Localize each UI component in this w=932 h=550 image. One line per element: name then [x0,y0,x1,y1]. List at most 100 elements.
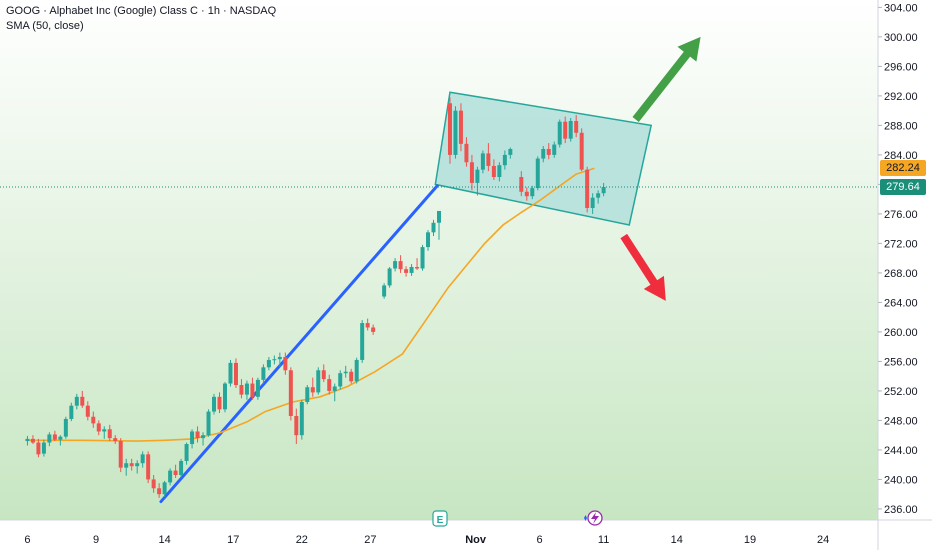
candle-body [579,132,584,170]
candle [365,318,370,331]
earnings-label: E [437,515,444,526]
candle [557,119,562,148]
candle [294,408,299,445]
candle [502,150,507,170]
candle-body [557,121,562,145]
candle-body [201,435,206,439]
x-tick-label: 11 [598,534,609,546]
candle-body [426,232,431,248]
candle-body [563,121,568,139]
y-tick-label: 268.00 [884,268,918,280]
candle-body [420,247,425,269]
candle [151,475,156,493]
candle [585,166,590,213]
candle-body [371,327,376,332]
candle [349,368,354,384]
candle-body [113,438,118,442]
candle [552,141,557,158]
candle-body [118,441,123,468]
y-tick-label: 284.00 [884,150,918,162]
candle [91,411,96,428]
candle-body [299,401,304,436]
candle [277,352,282,368]
candle-body [261,367,266,380]
up-arrow [632,36,701,122]
candle [574,115,579,138]
candle [398,255,403,273]
candle-body [85,405,90,417]
candle-body [173,470,178,476]
candle [491,159,496,180]
candle-body [535,158,540,189]
candle [80,390,85,408]
y-tick-label: 264.00 [884,297,918,309]
candle [190,429,195,449]
candle-body [233,362,238,386]
symbol-title[interactable]: GOOG · Alphabet Inc (Google) Class C · 1… [6,5,277,17]
x-tick-label: 9 [93,534,99,546]
candle [590,193,595,214]
candle [69,402,74,422]
candle [36,438,41,458]
candle [299,399,304,440]
y-tick-label: 272.00 [884,238,918,250]
candle [135,460,140,474]
dividend-lightning-icon [584,510,603,526]
x-tick-label: 19 [744,534,756,546]
candle-body [387,268,392,286]
candle [310,377,315,397]
candle [102,426,107,439]
candle-body [497,165,502,178]
candle-body [360,323,365,360]
candle-body [91,416,96,424]
candle-body [305,387,310,402]
candle [475,166,480,196]
candle [321,364,326,383]
candle-body [41,442,46,454]
candle [239,379,244,399]
candle [206,409,211,437]
candle [173,464,178,478]
candle-body [585,169,590,208]
y-tick-label: 304.00 [884,2,918,14]
candle [563,116,568,144]
candle [233,358,238,388]
candle-body [365,323,370,328]
candle [201,432,206,446]
candle-body [464,143,469,163]
candle-body [74,396,79,406]
candle-body [393,261,398,269]
sma-price-tag: 282.24 [880,159,926,176]
candle-body [228,362,233,384]
candle [480,150,485,174]
candle [546,143,551,160]
candle-body [524,191,529,197]
candle [354,357,359,384]
indicator-legend[interactable]: SMA (50, close) [6,20,84,32]
candle [327,374,332,395]
candle [58,435,63,446]
candle [469,154,474,191]
candle-body [222,383,227,410]
candle [404,266,409,277]
candle [41,439,46,457]
candle-body [162,482,167,495]
candle [535,156,540,191]
candle [387,267,392,288]
candle-body [129,463,134,467]
candle-body [574,120,579,133]
candle [596,190,601,204]
candle-body [63,418,68,437]
candle [338,370,343,390]
earnings-marker: E [432,510,448,527]
candle-body [453,110,458,155]
candle-body [382,285,387,297]
candle [447,97,452,164]
candle [107,424,112,442]
candle [30,435,35,445]
candle [288,367,293,421]
x-tick-label: 17 [227,534,239,546]
candle [458,103,463,152]
candle-body [294,416,299,436]
